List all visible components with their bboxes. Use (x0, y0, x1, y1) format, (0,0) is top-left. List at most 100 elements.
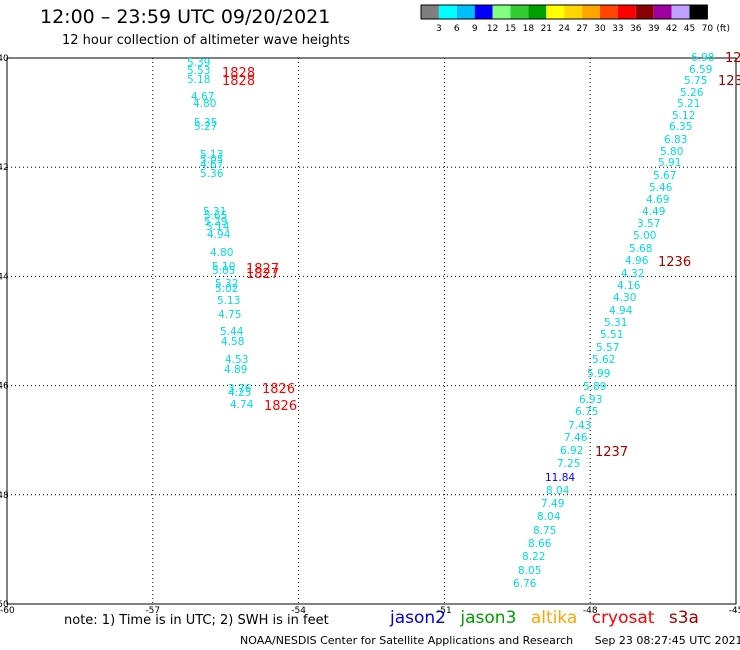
wave-height-value: 6.59 (689, 64, 712, 76)
wave-height-value: 3.76 (228, 383, 252, 395)
footer-timestamp: Sep 23 08:27:45 UTC 2021 (594, 634, 740, 647)
legend-jason2: jason2 (390, 608, 446, 628)
wave-height-value: 4.94 (207, 229, 231, 241)
colorbar-level-label: 70 (702, 24, 714, 34)
colorbar-swatch (492, 5, 511, 19)
time-label: 1826 (262, 382, 295, 397)
latitude-tick-label: -40 (0, 54, 9, 64)
wave-height-value: 4.94 (609, 305, 633, 317)
wave-height-value: 5.29 (204, 216, 227, 228)
wave-height-value: 7.25 (557, 458, 580, 470)
wave-height-value: 4.16 (617, 280, 641, 292)
wave-height-value: 5.10 (212, 261, 235, 273)
legend-altika: altika (530, 608, 578, 628)
time-label: 123 (718, 74, 740, 89)
wave-height-value: 4.74 (230, 399, 254, 411)
colorbar-swatch (438, 5, 457, 19)
colorbar-level-label: 6 (454, 24, 460, 34)
wave-height-value: 6.93 (579, 394, 602, 406)
colorbar-level-label: 15 (505, 24, 516, 34)
latitude-tick-label: -46 (0, 382, 9, 392)
time-label: 1826 (264, 399, 297, 414)
wave-height-value: 5.99 (587, 368, 610, 380)
wave-height-value: 5.27 (194, 121, 217, 133)
colorbar-level-label: 12 (487, 24, 498, 34)
wave-height-value: 5.53 (187, 65, 210, 77)
legend-jason3: jason3 (460, 608, 517, 628)
wave-height-value: 5.65 (204, 210, 227, 222)
wave-height-value: 6.83 (664, 134, 687, 146)
wave-height-value: 5.36 (200, 168, 224, 180)
wave-height-value: 6.35 (669, 121, 692, 133)
wave-height-value: 5.21 (677, 98, 700, 110)
wave-height-value: 5.39 (187, 57, 210, 69)
colorbar-swatch (671, 5, 690, 19)
wave-height-value: 4.96 (625, 255, 649, 267)
wave-height-value: 4.58 (221, 336, 244, 348)
colorbar-swatch (689, 5, 708, 19)
wave-height-value: 4.80 (210, 247, 233, 259)
wave-height-value: 4.80 (193, 98, 216, 110)
latitude-tick-label: -50 (0, 600, 9, 610)
time-label: 12 (725, 51, 740, 66)
legend-cryosat: cryosat (591, 608, 655, 628)
colorbar-swatch (564, 5, 583, 19)
colorbar-level-label: 27 (576, 24, 587, 34)
wave-height-value: 5.31 (604, 317, 627, 329)
footer-credit: NOAA/NESDIS Center for Satellite Applica… (240, 634, 574, 647)
wave-height-value: 5.31 (203, 206, 226, 218)
colorbar-level-label: 3 (436, 24, 442, 34)
wave-height-value: 5.05 (200, 154, 223, 166)
time-label: 1828 (222, 66, 255, 81)
wave-height-value: 4.32 (621, 268, 644, 280)
wave-height-value: 8.22 (522, 551, 545, 563)
wave-height-value: 5.05 (212, 265, 235, 277)
longitude-tick-label: -51 (437, 606, 452, 616)
wave-height-value: 5.12 (672, 110, 695, 122)
wave-height-value: 5.67 (653, 170, 676, 182)
time-label: 1827 (246, 262, 279, 277)
colorbar-swatch (528, 5, 547, 19)
wave-height-value: 5.57 (596, 342, 619, 354)
time-label: 1828 (222, 74, 255, 89)
wave-height-value: 5.89 (583, 381, 606, 393)
wave-height-value: 5.62 (592, 354, 615, 366)
colorbar-level-label: 42 (666, 24, 677, 34)
map-title: 12:00 – 23:59 UTC 09/20/2021 (40, 6, 331, 28)
wave-height-value: 5.46 (649, 182, 673, 194)
colorbar-swatch (546, 5, 565, 19)
satellite-legend: jason2 jason3 altika cryosat s3a (390, 608, 708, 628)
wave-height-value: 4.75 (218, 309, 241, 321)
colorbar-swatch (582, 5, 600, 19)
wave-height-value: 4.69 (646, 194, 669, 206)
wave-height-value: 5.13 (200, 149, 223, 161)
longitude-tick-label: -57 (145, 606, 160, 616)
wave-height-value: 5.32 (215, 278, 238, 290)
wave-height-value: 5.26 (680, 87, 704, 99)
colorbar-unit-label: (ft) (716, 24, 730, 34)
colorbar-swatch (617, 5, 636, 19)
wave-height-value: 8.04 (546, 485, 570, 497)
wave-height-value: 4.89 (224, 364, 247, 376)
wave-height-value: 5.75 (684, 75, 707, 87)
wave-height-value: 8.04 (537, 511, 561, 523)
wave-height-value: 3.57 (637, 218, 660, 230)
colorbar-swatch (653, 5, 672, 19)
wave-height-value: 5.13 (217, 295, 240, 307)
wave-height-value: 4.53 (225, 354, 248, 366)
colorbar-swatch (474, 5, 493, 19)
time-label: 1827 (246, 267, 279, 282)
longitude-tick-label: -54 (291, 606, 306, 616)
colorbar-swatch (456, 5, 475, 19)
colorbar-swatch (600, 5, 618, 19)
corner-tick-label: -60 (0, 606, 15, 616)
wave-height-value: 5.44 (220, 326, 244, 338)
legend-s3a: s3a (668, 608, 699, 628)
wave-height-value: 8.66 (528, 538, 552, 550)
note-text: note: 1) Time is in UTC; 2) SWH is in fe… (64, 613, 329, 628)
colorbar-swatch (635, 5, 654, 19)
wave-height-value: 6.75 (575, 406, 598, 418)
footer: NOAA/NESDIS Center for Satellite Applica… (240, 634, 740, 647)
colorbar-swatch (510, 5, 529, 19)
